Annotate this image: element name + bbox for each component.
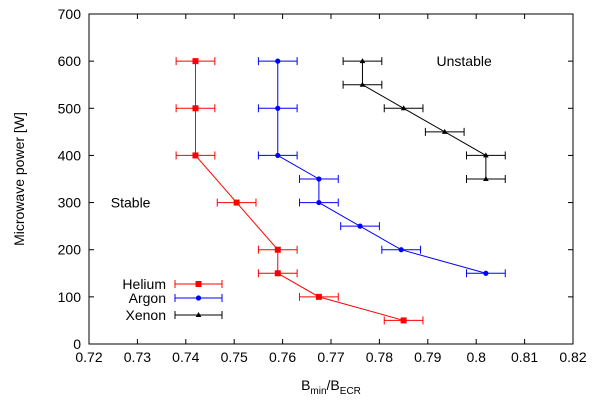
series-line [194, 61, 404, 321]
legend-marker [195, 312, 202, 317]
data-point [192, 105, 199, 112]
legend-label: Helium [122, 276, 166, 292]
data-point [275, 105, 281, 111]
data-point [315, 293, 322, 300]
x-tick-label: 0.79 [414, 349, 441, 365]
x-axis-label-sub2: ECR [340, 386, 361, 397]
data-point [316, 199, 322, 206]
x-tick-label: 0.76 [269, 349, 296, 365]
annotation-unstable: Unstable [437, 53, 492, 69]
legend-label: Argon [129, 290, 166, 306]
x-tick-label: 0.8 [466, 349, 486, 365]
data-point [359, 58, 366, 64]
legend-label: Xenon [126, 307, 166, 323]
axis-ticks [88, 13, 574, 345]
y-tick-label: 200 [58, 242, 82, 258]
data-point [274, 270, 281, 277]
y-tick-label: 600 [58, 53, 82, 69]
x-tick-label: 0.74 [172, 349, 199, 365]
data-point [192, 58, 199, 65]
data-point [274, 246, 281, 253]
x-axis-label: Bmin/BECR [301, 377, 361, 397]
x-tick-label: 0.78 [366, 349, 393, 365]
x-tick-label: 0.73 [124, 349, 151, 365]
x-tick-labels: 0.72 0.73 0.74 0.75 0.76 0.77 0.78 0.79 0.8 0.81 0… [75, 349, 586, 365]
data-point [400, 105, 407, 111]
data-point [483, 270, 489, 276]
data-point [275, 58, 281, 64]
series-xenon [342, 57, 506, 183]
annotations: Stable Unstable [111, 53, 492, 210]
data-point [275, 152, 281, 159]
annotation-stable: Stable [111, 195, 151, 211]
x-tick-label: 0.77 [317, 349, 344, 365]
legend-item-argon: Argon [129, 290, 223, 306]
data-point [398, 247, 404, 253]
data-point [483, 152, 489, 158]
x-tick-label: 0.82 [559, 349, 586, 365]
data-point [400, 317, 407, 324]
legend-item-xenon: Xenon [126, 307, 223, 323]
x-tick-label: 0.81 [511, 349, 538, 365]
data-point [441, 128, 448, 134]
data-point [357, 223, 363, 229]
x-tick-label: 0.72 [75, 349, 102, 365]
series-argon [257, 57, 506, 278]
x-tick-label: 0.75 [221, 349, 248, 365]
data-point [359, 81, 366, 87]
y-tick-label: 500 [58, 100, 82, 116]
y-tick-label: 0 [73, 336, 81, 352]
x-axis-label-sub1: min [310, 386, 326, 397]
x-axis-label-sep: /B [327, 377, 340, 393]
series-helium [175, 57, 424, 325]
y-tick-label: 100 [58, 289, 82, 305]
y-tick-label: 700 [58, 6, 82, 22]
x-axis-label-main: B [301, 377, 310, 393]
series-line [361, 61, 487, 179]
y-tick-label: 400 [58, 147, 82, 163]
legend-item-helium: Helium [122, 276, 223, 292]
data-point [192, 152, 199, 159]
y-axis-label: Microwave power [W] [11, 112, 27, 246]
y-tick-label: 300 [58, 195, 82, 211]
data-point [316, 176, 322, 182]
y-tick-labels: 0 100 200 300 400 500 600 700 [58, 6, 82, 352]
data-point [233, 199, 240, 206]
series-layer [175, 57, 506, 325]
legend-marker [195, 281, 202, 287]
series-line [277, 61, 487, 274]
legend-marker [195, 295, 202, 301]
data-point [483, 176, 489, 181]
